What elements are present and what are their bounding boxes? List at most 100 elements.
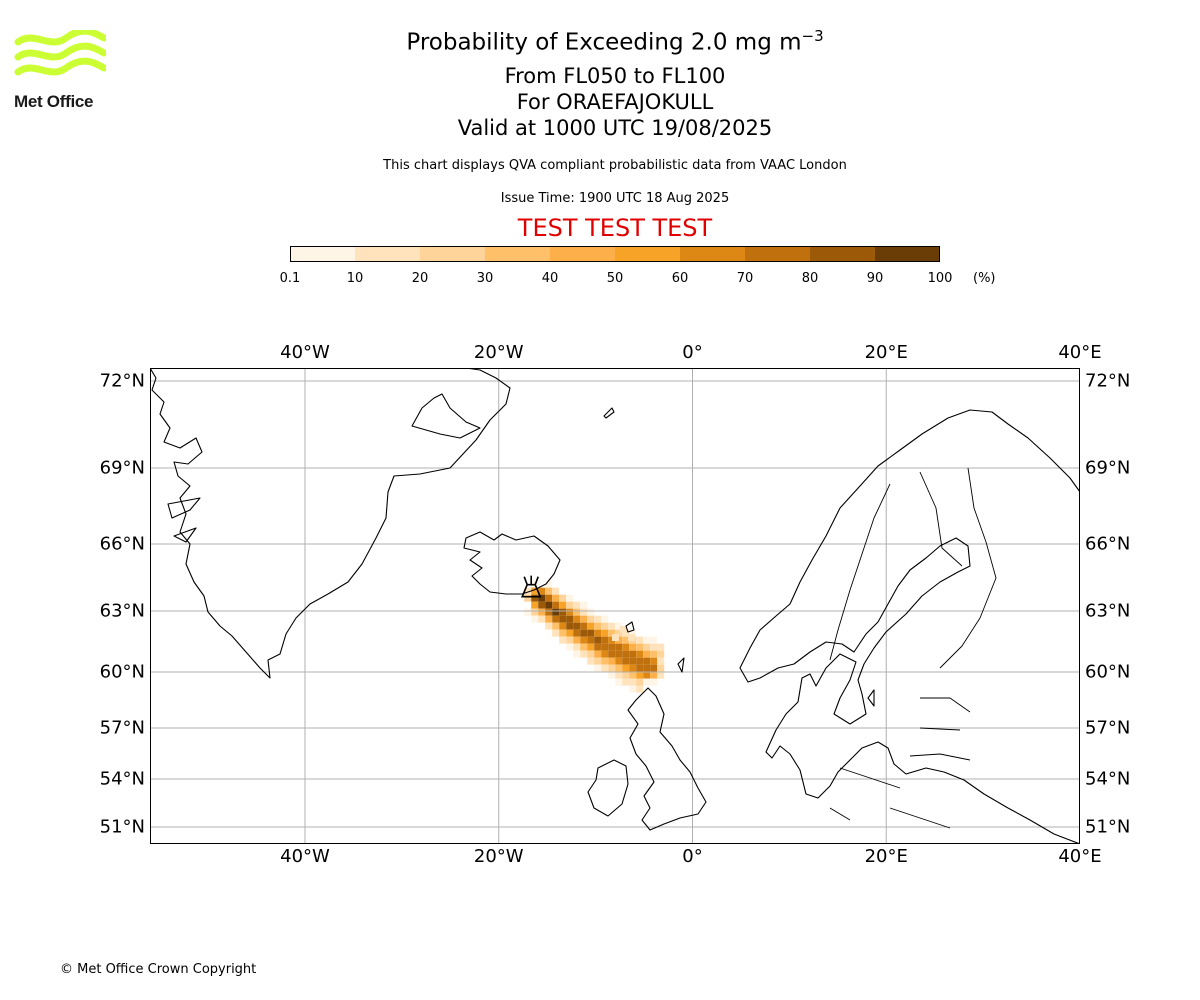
plume-cell (608, 650, 616, 658)
chart-title: Probability of Exceeding 2.0 mg m−3 (0, 27, 1200, 56)
plume-cell (629, 657, 637, 665)
plume-cell (601, 650, 609, 658)
plume-cell (566, 622, 574, 630)
plume-cell (622, 671, 630, 679)
plume-cell (643, 671, 651, 679)
plume-cell (622, 636, 630, 644)
map-gridlines (150, 368, 1080, 844)
plume-cell (552, 587, 560, 595)
colorbar-tick-label: 100 (927, 271, 953, 286)
plume-cell (601, 622, 609, 630)
plume-cell (601, 664, 609, 672)
plume-cell (615, 643, 623, 651)
plume-cell (566, 629, 574, 637)
plume-cell (629, 671, 637, 679)
plume-cell (538, 594, 546, 602)
lon-label-top: 0° (682, 342, 703, 363)
plume-cell (566, 636, 574, 644)
plume-cell (552, 594, 560, 602)
colorbar-cell (810, 246, 875, 262)
plume-cell (594, 629, 602, 637)
plume-cell (580, 615, 588, 623)
plume-cell (657, 671, 665, 679)
plume-cell (608, 671, 616, 679)
colorbar-cell (550, 246, 615, 262)
lat-label-left: 69°N (99, 457, 145, 479)
plume-cell (545, 594, 553, 602)
colorbar-frame (290, 246, 940, 262)
lat-label-right: 51°N (1085, 816, 1131, 838)
plume-cell (636, 636, 644, 644)
colorbar-cell (355, 246, 420, 262)
lat-label-right: 63°N (1085, 600, 1131, 622)
colorbar-tick-label: 40 (541, 271, 559, 286)
plume-cell (643, 643, 651, 651)
plume-cell (643, 650, 651, 658)
colorbar-tick-label: 60 (671, 271, 689, 286)
plume-cell (580, 601, 588, 609)
lon-label-bottom: 40°W (280, 846, 330, 867)
plume-cell (620, 626, 627, 633)
plume-cell (636, 664, 644, 672)
plume-cell (587, 622, 595, 630)
plume-cell (545, 587, 553, 595)
plume-cell (622, 657, 630, 665)
plume-cell (587, 608, 595, 616)
gotland-coast (867, 689, 875, 707)
plume-cell (601, 629, 609, 637)
colorbar-tick-label: 50 (606, 271, 624, 286)
volcano-icon (521, 575, 542, 598)
plume-cell (531, 615, 539, 623)
plume-cell (524, 594, 532, 602)
plume-cell (650, 636, 658, 644)
plume-cell (643, 636, 651, 644)
plume-cell (559, 608, 567, 616)
central-europe-borders (829, 767, 951, 829)
plume-cell (587, 650, 595, 658)
plume-cell (573, 615, 581, 623)
test-banner: TEST TEST TEST (0, 214, 1200, 242)
title-exponent: −3 (801, 27, 824, 45)
plume-cell (650, 650, 658, 658)
plume-cell (608, 643, 616, 651)
plume-cell (559, 622, 567, 630)
plume-cell (594, 622, 602, 630)
data-note: This chart displays QVA compliant probab… (383, 158, 847, 173)
valid-time-line: Valid at 1000 UTC 19/08/2025 (457, 116, 773, 140)
plume-cell (573, 636, 581, 644)
colorbar-cell (485, 246, 550, 262)
plume-cell (552, 622, 560, 630)
plume-cell (615, 664, 623, 672)
plume-cell (636, 657, 644, 665)
sweden-finland-border (919, 471, 963, 567)
plume-cell (587, 657, 595, 665)
plume-cell (566, 608, 574, 616)
plume-cell (580, 608, 588, 616)
plume-cell (608, 636, 616, 644)
plume-cell (545, 608, 553, 616)
plume-cell (538, 601, 546, 609)
plume-cell (650, 671, 658, 679)
plume-cell (580, 650, 588, 658)
colorbar-tick-label: 0.1 (279, 271, 301, 286)
plume-cell (608, 664, 616, 672)
plume-cell (587, 615, 595, 623)
plume-cell (608, 622, 616, 630)
plume-cell (657, 664, 665, 672)
lat-label-right: 54°N (1085, 768, 1131, 790)
plume-cell (594, 636, 602, 644)
faroe-coast (625, 621, 635, 633)
ireland-coast (587, 759, 629, 817)
plume-cell (545, 601, 553, 609)
ash-probability-plume (524, 580, 665, 693)
plume-cell (615, 678, 623, 686)
plume-cell (545, 622, 553, 630)
plume-cell (538, 587, 546, 595)
plume-cell (587, 643, 595, 651)
plume-cell (580, 629, 588, 637)
greenland-coast (150, 368, 511, 679)
plume-cell (566, 594, 574, 602)
plume-cell (628, 634, 635, 641)
plume-cell (629, 650, 637, 658)
lat-label-left: 51°N (99, 816, 145, 838)
